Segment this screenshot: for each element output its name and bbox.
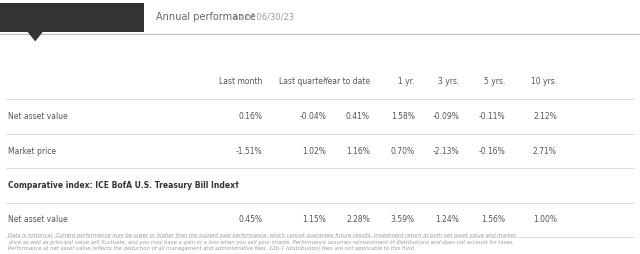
Text: Market price: Market price xyxy=(8,147,56,156)
Text: 5 yrs.: 5 yrs. xyxy=(484,77,506,86)
Text: Comparative index: ICE BofA U.S. Treasury Bill Index†: Comparative index: ICE BofA U.S. Treasur… xyxy=(8,181,239,190)
Text: Annual performance: Annual performance xyxy=(156,12,255,22)
Text: Last month: Last month xyxy=(219,77,262,86)
Text: 2.28%: 2.28% xyxy=(346,215,370,224)
Text: as of 06/30/23: as of 06/30/23 xyxy=(231,13,294,22)
Text: -0.11%: -0.11% xyxy=(479,112,506,121)
Text: Net asset value: Net asset value xyxy=(8,215,67,224)
Text: 1 yr.: 1 yr. xyxy=(398,77,415,86)
Text: Performance: Performance xyxy=(5,12,76,22)
Text: 0.16%: 0.16% xyxy=(238,112,262,121)
Text: 0.41%: 0.41% xyxy=(346,112,370,121)
Text: Year to date: Year to date xyxy=(324,77,370,86)
Text: 2.12%: 2.12% xyxy=(533,112,557,121)
Text: Data is historical. Current performance may be lower or higher than the quoted p: Data is historical. Current performance … xyxy=(8,233,516,251)
Text: -1.51%: -1.51% xyxy=(236,147,262,156)
Text: 0.70%: 0.70% xyxy=(390,147,415,156)
Text: 1.15%: 1.15% xyxy=(303,215,326,224)
Text: -2.13%: -2.13% xyxy=(433,147,460,156)
Text: as of 06/30/23: as of 06/30/23 xyxy=(64,13,127,22)
Text: 1.02%: 1.02% xyxy=(303,147,326,156)
Text: 1.00%: 1.00% xyxy=(532,215,557,224)
Text: Last quarter: Last quarter xyxy=(279,77,326,86)
Text: 3 yrs.: 3 yrs. xyxy=(438,77,460,86)
Text: -0.09%: -0.09% xyxy=(433,112,460,121)
Text: 2.71%: 2.71% xyxy=(533,147,557,156)
Text: 1.56%: 1.56% xyxy=(482,215,506,224)
Text: 3.59%: 3.59% xyxy=(390,215,415,224)
Text: Net asset value: Net asset value xyxy=(8,112,67,121)
Text: 1.16%: 1.16% xyxy=(346,147,370,156)
Text: 1.58%: 1.58% xyxy=(391,112,415,121)
Text: -0.04%: -0.04% xyxy=(300,112,326,121)
Text: 10 yrs.: 10 yrs. xyxy=(531,77,557,86)
Text: 1.24%: 1.24% xyxy=(436,215,460,224)
Text: 0.45%: 0.45% xyxy=(238,215,262,224)
Text: -0.16%: -0.16% xyxy=(479,147,506,156)
